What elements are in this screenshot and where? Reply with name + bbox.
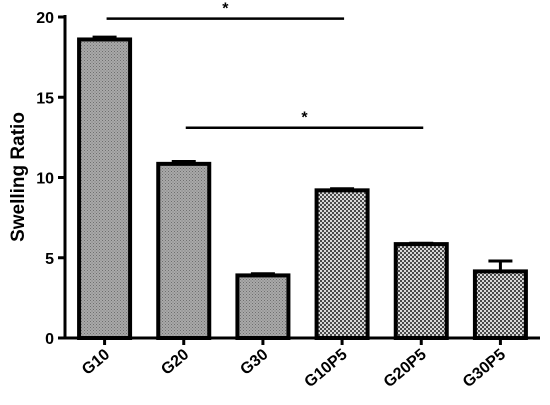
bar-g10p5 <box>314 188 370 340</box>
significance-marker: * <box>301 110 308 127</box>
bar-g30 <box>235 273 291 340</box>
y-tick-label: 20 <box>36 10 54 27</box>
significance-marker: * <box>222 1 229 18</box>
x-tick-label: G30 <box>237 346 271 379</box>
y-tick-label: 10 <box>36 171 54 188</box>
bar-g10 <box>77 37 133 340</box>
x-tick-label: G10P5 <box>302 346 351 391</box>
bar-g30p5 <box>472 269 528 340</box>
y-tick-label: 5 <box>45 251 54 268</box>
x-axis: G10 G20 G30 G10P5 G20P5 G30P5 <box>63 336 540 391</box>
bar-g20p5 <box>393 242 449 340</box>
significance-brackets: ** <box>106 1 424 129</box>
y-tick-label: 15 <box>36 90 54 107</box>
x-tick-label: G30P5 <box>460 346 509 391</box>
y-tick-label: 0 <box>45 331 54 348</box>
y-axis: 0 5 10 15 20 <box>36 10 67 348</box>
x-tick-label: G10 <box>79 346 113 379</box>
x-tick-label: G20P5 <box>381 346 430 391</box>
bars <box>77 35 528 340</box>
y-axis-title: Swelling Ratio <box>8 112 29 242</box>
x-tick-label: G20 <box>158 346 192 379</box>
bar-g20 <box>156 161 212 340</box>
